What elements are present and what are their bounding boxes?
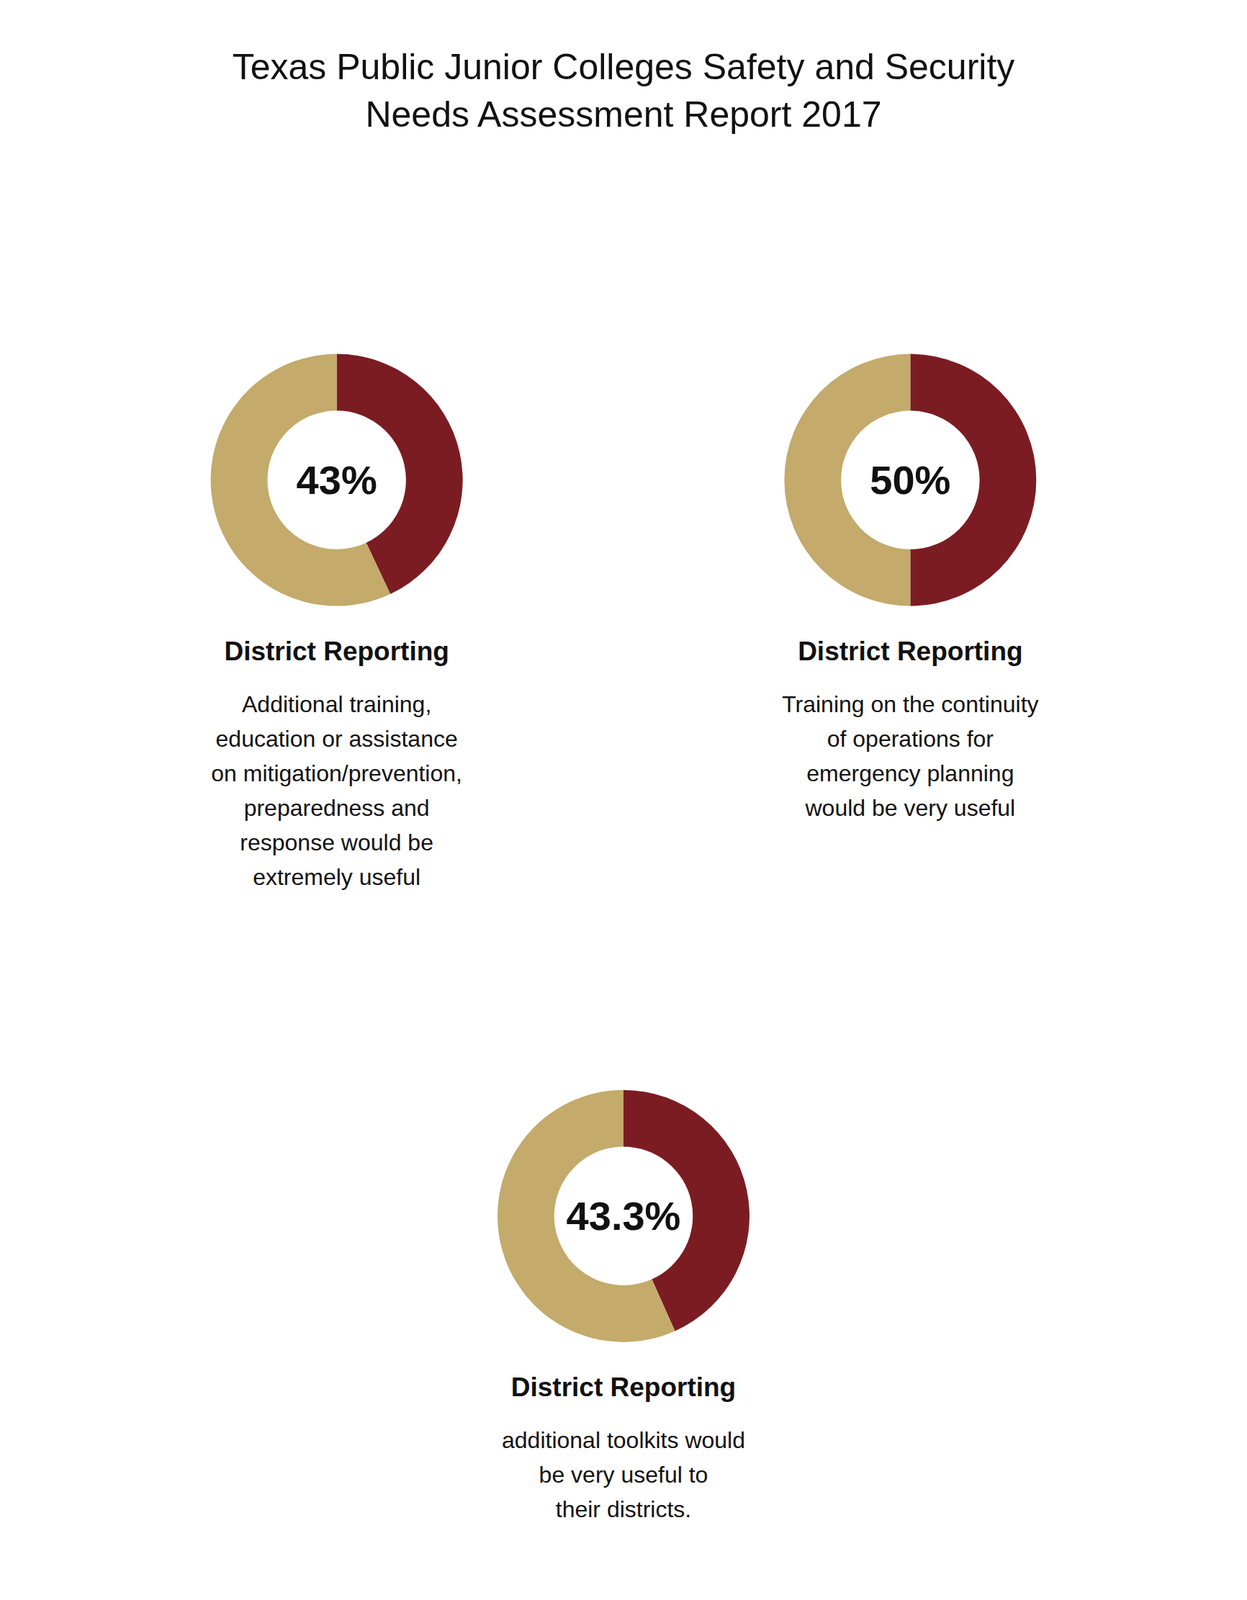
canvas: Texas Public Junior Colleges Safety and … xyxy=(0,0,1247,1600)
body-line: additional toolkits would xyxy=(501,1426,746,1453)
heading: District Reporting xyxy=(511,1372,736,1402)
slices xyxy=(497,1090,750,1343)
body-line: education or assistance xyxy=(215,725,458,752)
center-label: 43% xyxy=(296,457,378,503)
body-line: their districts. xyxy=(555,1496,692,1523)
body-line: response would be xyxy=(239,829,434,856)
donut-chart: 50% District Reporting Training on the con… xyxy=(781,354,1039,821)
body-line: emergency planning xyxy=(806,760,1014,787)
body-line: Training on the continuity xyxy=(781,691,1039,718)
body-line: be very useful to xyxy=(539,1461,709,1488)
body-line: would be very useful xyxy=(804,794,1016,821)
donut-chart: 43.3% District Reporting additional toolki… xyxy=(497,1090,750,1523)
subtitle: Needs Assessment Report 2017 xyxy=(365,94,882,135)
title: Texas Public Junior Colleges Safety and … xyxy=(232,46,1016,88)
heading: District Reporting xyxy=(223,636,449,666)
body-line: extremely useful xyxy=(252,863,421,890)
body-text: Training on the continuity of operations … xyxy=(781,691,1039,821)
body-line: of operations for xyxy=(827,725,995,752)
center-label: 43.3% xyxy=(566,1193,682,1239)
body-line: Additional training, xyxy=(241,691,432,718)
donut-chart: 43% District Reporting Additional training… xyxy=(210,354,463,890)
body-text: additional toolkits would be very useful … xyxy=(501,1426,746,1523)
body-text: Additional training, education or assista… xyxy=(210,691,463,890)
center-label: 50% xyxy=(869,457,951,503)
heading: District Reporting xyxy=(797,636,1023,666)
slice xyxy=(210,354,391,607)
slices xyxy=(210,354,463,607)
body-line: on mitigation/prevention, xyxy=(210,760,463,787)
slices xyxy=(784,354,1037,607)
body-line: preparedness and xyxy=(244,794,430,821)
